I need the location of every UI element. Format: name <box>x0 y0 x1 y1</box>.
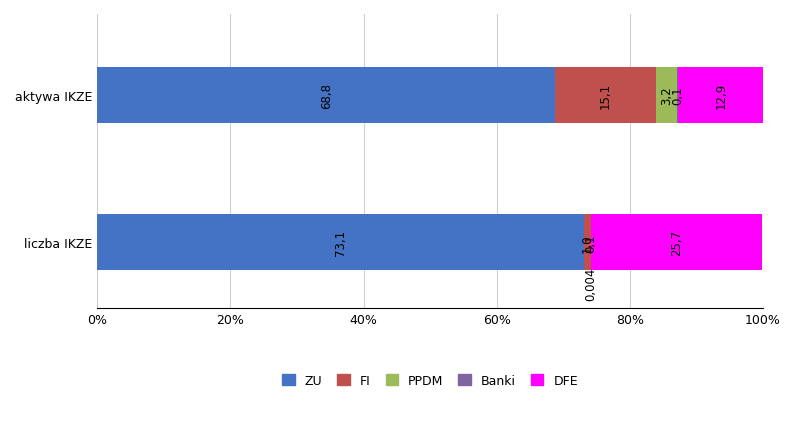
Bar <box>584 215 591 271</box>
Text: 73,1: 73,1 <box>334 230 347 256</box>
Bar <box>556 68 656 124</box>
Bar <box>591 215 763 271</box>
Text: 1,0: 1,0 <box>581 233 594 252</box>
Bar <box>97 215 584 271</box>
Bar <box>97 68 556 124</box>
Text: 12,9: 12,9 <box>714 83 728 109</box>
Bar <box>656 68 677 124</box>
Text: 3,2: 3,2 <box>660 86 673 105</box>
Text: 15,1: 15,1 <box>599 83 612 109</box>
Text: 0,1: 0,1 <box>671 86 684 105</box>
Bar <box>678 68 763 124</box>
Legend: ZU, FI, PPDM, Banki, DFE: ZU, FI, PPDM, Banki, DFE <box>276 368 584 393</box>
Text: 25,7: 25,7 <box>670 230 683 256</box>
Text: 0,004: 0,004 <box>584 267 597 300</box>
Text: 0,1: 0,1 <box>584 233 598 252</box>
Text: 68,8: 68,8 <box>320 83 333 109</box>
